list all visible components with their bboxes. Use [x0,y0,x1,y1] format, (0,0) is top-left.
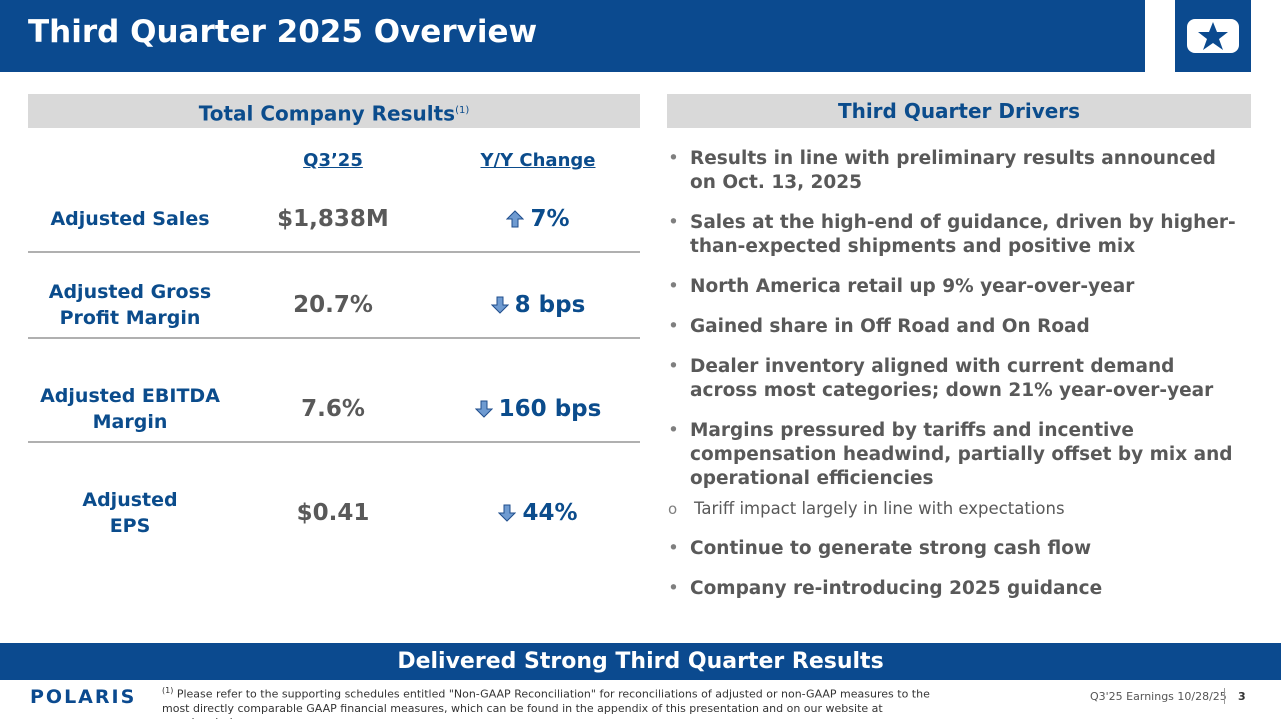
heading-text: Total Company Results [198,101,456,126]
footnote-marker: (1) [162,686,174,695]
sub-bullet: Tariff impact largely in line with expec… [668,497,1243,521]
row-change: 44% [438,461,638,565]
row-label: Adjusted EBITDA Margin [28,357,232,461]
label-line: Profit Margin [59,307,201,329]
table-row: Adjusted EPS $0.41 44% [28,461,640,565]
change-text: 7% [530,206,570,232]
row-separator [28,337,640,339]
bullet: Results in line with preliminary results… [668,147,1243,195]
footer-date: Q3'25 Earnings 10/28/25 [1090,690,1227,703]
row-value: 20.7% [293,292,373,318]
row-value: $1,838M [277,206,389,232]
row-change: 160 bps [438,357,638,461]
row-separator [28,441,640,443]
row-value: 7.6% [301,396,365,422]
column-header: Q3’25 [303,150,363,171]
logo-box [1175,0,1251,72]
bullet: Sales at the high-end of guidance, drive… [668,211,1243,259]
banner: Delivered Strong Third Quarter Results [0,643,1281,680]
row-separator [28,251,640,253]
change-text: 44% [522,500,578,526]
title: Third Quarter 2025 Overview [28,14,538,50]
label-line: EPS [109,515,151,537]
arrow-down [498,504,517,522]
label-line: Adjusted Sales [50,208,210,230]
section-heading: Total Company Results(1) [28,94,640,128]
bullet: Continue to generate strong cash flow [668,537,1243,561]
footnote-marker: (1) [455,105,470,116]
change-text: 8 bps [514,292,586,318]
table-row: Adjusted Sales $1,838M 7% [28,167,640,271]
arrow-up [506,210,525,228]
header-bar [0,0,1145,72]
bullet: Dealer inventory aligned with current de… [668,355,1243,403]
label-line: Margin [92,411,168,433]
bullet: Gained share in Off Road and On Road [668,315,1243,339]
logo-star [1187,19,1239,53]
table-row: Adjusted Gross Profit Margin 20.7% 8 bps [28,253,640,357]
page-number: 3 [1238,690,1246,703]
bullet: Company re-introducing 2025 guidance [668,577,1243,601]
section-heading: Third Quarter Drivers [667,94,1251,128]
row-value: $0.41 [296,500,370,526]
footnote-text: Please refer to the supporting schedules… [162,687,930,719]
row-change: 7% [438,167,638,271]
column-header: Y/Y Change [480,150,596,171]
arrow-down [474,400,493,418]
arrow-down [490,296,509,314]
row-label: Adjusted Gross Profit Margin [28,253,232,357]
bullet: North America retail up 9% year-over-yea… [668,275,1243,299]
row-label: Adjusted EPS [28,461,232,565]
label-line: Adjusted Gross [48,281,212,303]
footer-logo: POLARIS [30,686,137,708]
label-line: Adjusted [82,489,178,511]
bullet: Margins pressured by tariffs and incenti… [668,419,1243,491]
change-text: 160 bps [498,396,602,422]
row-label: Adjusted Sales [28,167,232,271]
bullet-list: Results in line with preliminary results… [668,147,1243,617]
footnote: (1) Please refer to the supporting sched… [162,684,952,719]
divider [1224,688,1225,704]
label-line: Adjusted EBITDA [40,385,220,407]
table-row: Adjusted EBITDA Margin 7.6% 160 bps [28,357,640,461]
row-change: 8 bps [438,253,638,357]
